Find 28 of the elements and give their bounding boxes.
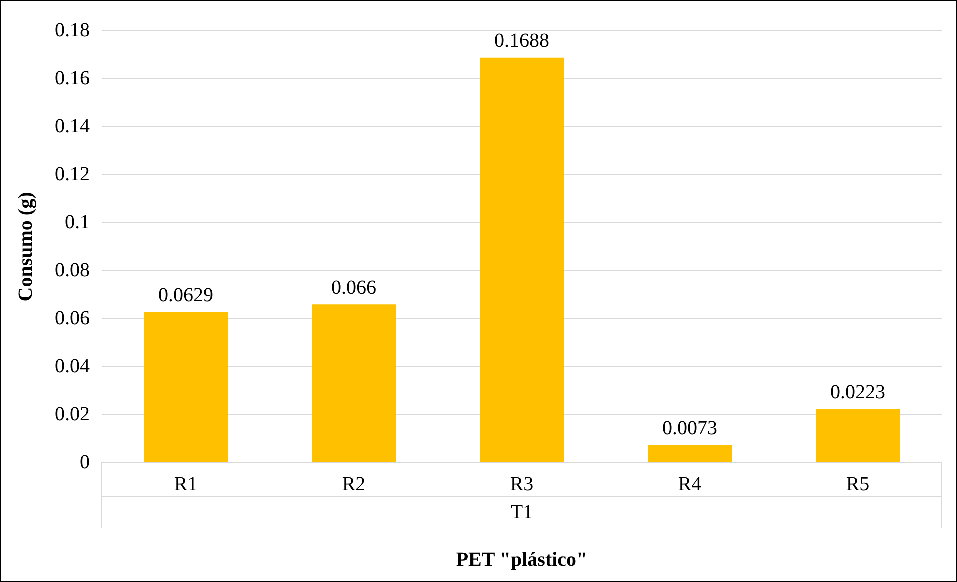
x-tick-label: R1 bbox=[174, 473, 198, 496]
y-tick-label: 0.06 bbox=[55, 307, 90, 330]
data-label: 0.1688 bbox=[494, 30, 550, 52]
x-tick-label: R3 bbox=[510, 473, 534, 496]
data-label: 0.0629 bbox=[158, 284, 214, 306]
y-tick-label: 0.12 bbox=[55, 163, 90, 186]
y-tick-label: 0.02 bbox=[55, 403, 90, 426]
bar bbox=[144, 312, 228, 462]
y-tick-label: 0.04 bbox=[55, 355, 90, 378]
x-tick-label: R4 bbox=[678, 473, 702, 496]
y-tick-label: 0.16 bbox=[55, 67, 90, 90]
text: T1 bbox=[510, 501, 534, 524]
x-tick-label: R2 bbox=[342, 473, 366, 496]
bar bbox=[648, 445, 732, 462]
y-tick-label: 0.1 bbox=[65, 211, 90, 234]
data-label: 0.0223 bbox=[830, 382, 886, 404]
y-axis-title: Consumo (g) bbox=[15, 192, 38, 302]
x-tick-label: R5 bbox=[846, 473, 870, 496]
y-tick-label: 0.18 bbox=[55, 19, 90, 42]
bar bbox=[480, 58, 564, 462]
y-tick-label: 0 bbox=[80, 451, 90, 474]
data-label: 0.0073 bbox=[662, 418, 718, 440]
data-label: 0.066 bbox=[332, 276, 376, 299]
bar bbox=[816, 409, 900, 462]
x-axis-title: PET "plástico" bbox=[456, 549, 588, 572]
y-tick-label: 0.08 bbox=[55, 259, 90, 282]
bar bbox=[312, 304, 396, 462]
y-tick-label: 0.14 bbox=[55, 115, 90, 138]
